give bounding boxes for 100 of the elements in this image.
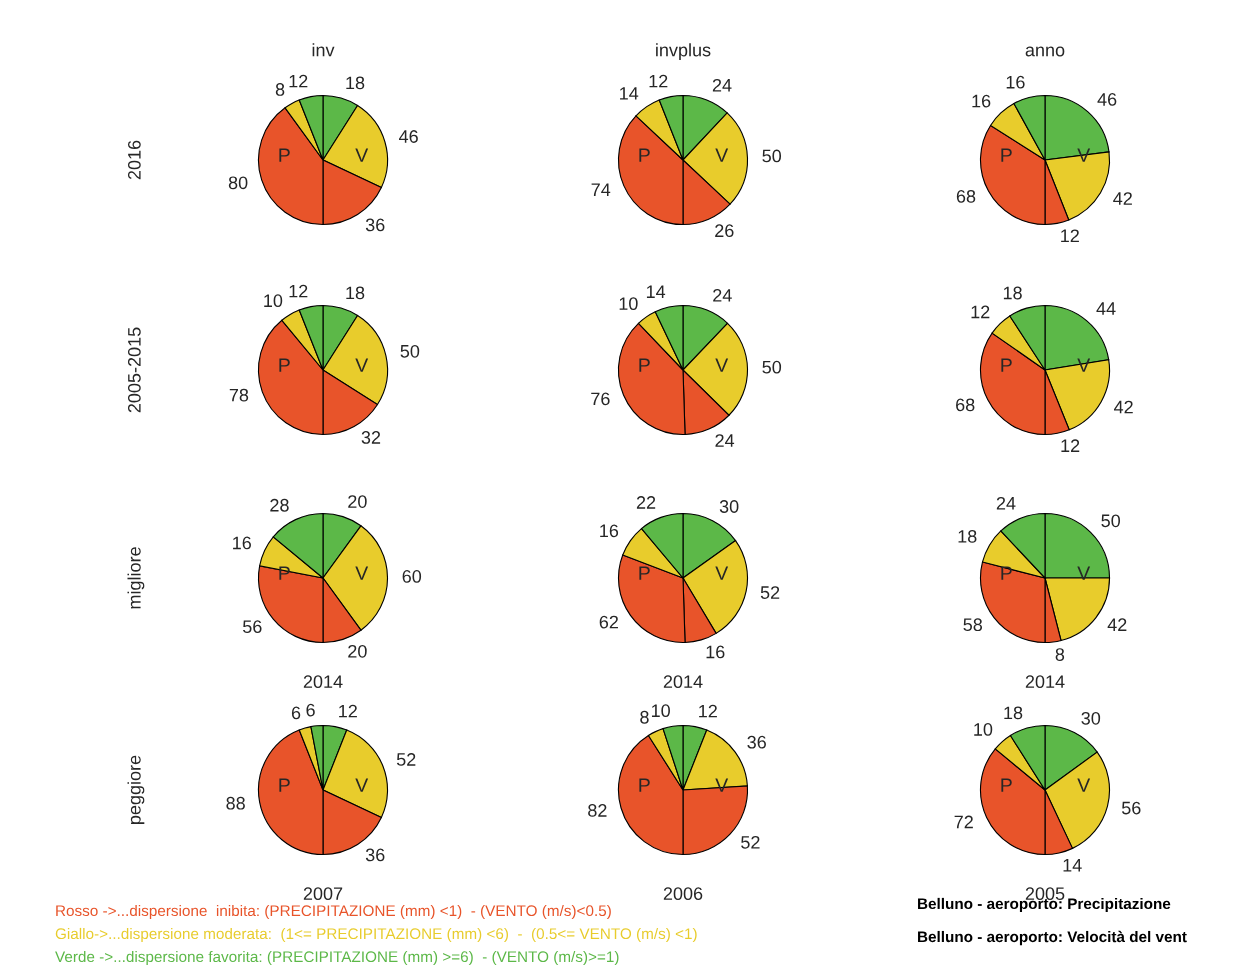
text: P [639,778,650,792]
text: V [1077,148,1091,162]
data-label: 36 [747,735,766,749]
text: V [715,566,729,580]
text: 2016 [127,140,141,180]
data-label: 60 [402,570,422,583]
data-label: 50 [400,344,420,358]
data-label: 74 [591,183,611,196]
text: P [1001,358,1012,372]
text: 2014 [303,675,343,689]
data-label: 10 [651,704,670,718]
data-label: 10 [264,294,283,308]
data-label: 24 [713,288,732,302]
data-label: 12 [339,704,357,718]
data-label: 46 [399,130,418,143]
data-label: 50 [762,360,782,374]
data-label: 24 [715,434,735,447]
text: P [1001,148,1012,162]
data-label: 52 [741,835,760,849]
data-label: 8 [1055,648,1065,661]
text: 2006 [663,887,703,901]
data-label: 6 [306,703,315,717]
data-label: 18 [346,286,365,300]
text: V [355,778,369,792]
data-label: 24 [712,78,732,92]
text: V [1077,566,1091,580]
data-label: 42 [1113,192,1132,205]
text: P [639,148,650,162]
data-label: 18 [1003,286,1022,300]
text: P [639,566,650,580]
text: V [1077,778,1091,792]
data-label: 18 [1004,706,1023,720]
data-label: 24 [996,496,1016,510]
data-label: 50 [1101,514,1121,528]
text: P [279,148,290,162]
data-label: 42 [1114,400,1133,414]
data-label: 62 [599,615,618,629]
data-label: 14 [620,87,639,100]
data-label: 8 [640,710,649,724]
text: migliore [127,547,145,609]
data-label: 76 [591,392,610,406]
data-label: 68 [956,189,976,203]
data-label: 42 [1107,618,1127,631]
data-label: 20 [348,644,367,658]
data-label: 16 [600,524,619,538]
data-label: 6 [291,706,301,720]
text: P [639,358,650,372]
data-label: 56 [242,620,262,634]
data-label: 18 [958,529,977,543]
text: P [1001,566,1012,580]
data-label: 14 [1063,859,1082,872]
data-label: 32 [361,431,381,444]
data-label: 52 [396,753,416,766]
text: V [715,148,729,162]
text: Giallo->...dispersione moderata: (1<= PRECIPITAZIONE (mm) <6) - (0.5<= VENTO (m/s) <1) [55,927,697,943]
data-label: 12 [1061,439,1080,452]
data-label: 26 [715,224,734,238]
text: 2005-2015 [127,327,141,413]
chart-title: inv [312,43,335,57]
text: 2014 [663,675,703,689]
text: Belluno - aeroporto: Velocità del vent [918,930,1187,946]
text: Rosso ->...dispersione inibita: (PRECIPITAZIONE (mm) <1) - (VENTO (m/s)<0.5) [56,904,611,920]
text: P [279,358,290,372]
data-label: 12 [1061,229,1079,242]
data-label: 52 [760,586,780,599]
data-label: 16 [706,645,725,659]
data-label: 20 [348,495,367,508]
data-label: 30 [1081,711,1101,725]
data-label: 16 [972,94,991,108]
text: P [1001,778,1012,792]
text: V [355,148,369,162]
chart-title: anno [1025,46,1065,57]
data-label: 36 [365,848,385,862]
chart-title: invplus [656,43,711,60]
data-label: 36 [365,218,385,232]
data-label: 88 [226,796,245,810]
data-label: 22 [636,496,656,509]
data-label: 78 [229,388,249,402]
data-label: 68 [956,398,975,412]
text: 2007 [303,887,343,901]
data-label: 82 [588,804,607,817]
data-label: 50 [762,149,782,163]
data-label: 14 [646,285,666,298]
text: P [279,778,290,792]
data-label: 16 [1006,75,1025,89]
text: peggiore [127,755,145,824]
data-label: 12 [971,305,990,319]
data-label: 44 [1096,302,1116,315]
text: V [355,358,369,372]
text: V [715,358,729,372]
data-label: 12 [699,704,717,718]
text: Verde ->...dispersione favorita: (PRECIPITAZIONE (mm) >=6) - (VENTO (m/s)>=1) [55,950,619,966]
data-label: 12 [649,74,668,88]
data-label: 72 [954,815,973,829]
data-label: 80 [228,176,248,190]
data-label: 30 [719,500,739,513]
data-label: 10 [974,723,993,736]
data-label: 16 [233,536,251,550]
data-label: 28 [270,498,289,512]
data-label: 12 [289,74,308,88]
